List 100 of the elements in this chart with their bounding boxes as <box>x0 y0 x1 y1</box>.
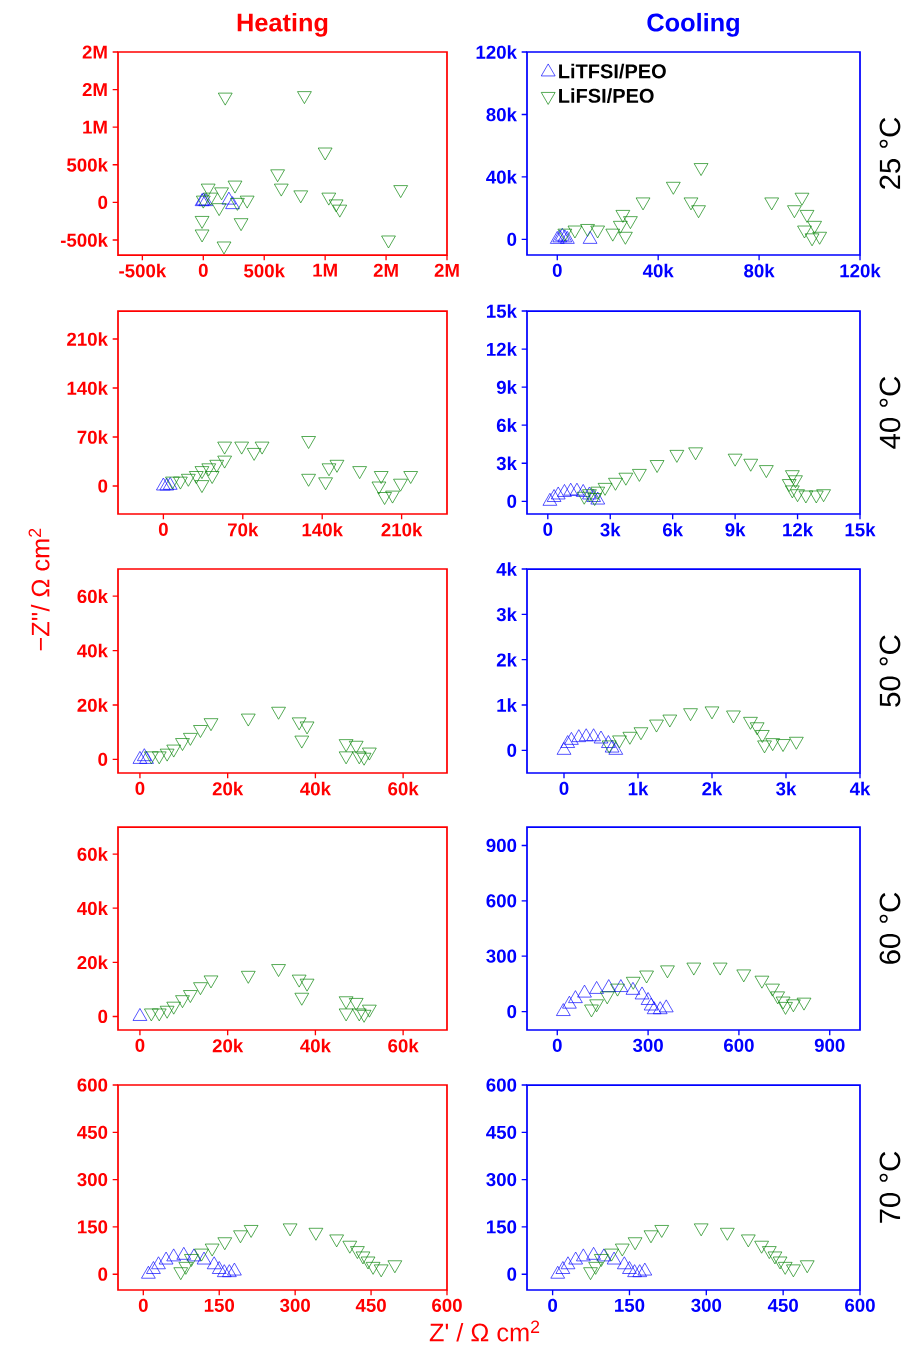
point <box>203 192 218 206</box>
x-tick-label: 3k <box>600 522 621 537</box>
y-tick-label: 40k <box>77 643 108 658</box>
x-tick-label: 600 <box>724 1038 754 1052</box>
y-tick-label: 0 <box>507 743 517 757</box>
point <box>193 982 208 996</box>
point <box>151 751 167 765</box>
point <box>294 735 310 749</box>
y-tick-label: 0 <box>98 752 108 767</box>
x-tick-label: 40k <box>642 263 674 278</box>
point <box>743 458 758 472</box>
point <box>254 441 270 455</box>
y-tick-label: 120k <box>476 45 517 59</box>
y-tick-label: 20k <box>77 698 108 712</box>
point <box>201 463 217 477</box>
point <box>194 229 210 243</box>
point <box>787 205 802 219</box>
x-tick-label: 0 <box>552 1038 562 1052</box>
point <box>209 459 224 473</box>
y-tick-label: 500k <box>66 157 108 172</box>
chart-title: Cooling <box>647 12 739 37</box>
y-tick-label: 3k <box>496 456 517 471</box>
legend-label: LiFSI/PEO <box>559 88 654 104</box>
point <box>669 450 685 463</box>
y-axis-title: −Z''/ Ω cm$^{2}$ <box>28 528 50 651</box>
point <box>270 169 285 183</box>
text: 50 °C <box>879 635 901 707</box>
point <box>181 473 196 487</box>
x-tick-label: 0 <box>135 1038 145 1052</box>
point <box>385 490 400 504</box>
point <box>321 192 337 206</box>
point <box>193 725 208 738</box>
point <box>590 225 605 239</box>
point <box>338 996 354 1010</box>
y-tick-label: 600 <box>486 1078 517 1092</box>
point <box>234 441 249 455</box>
point <box>183 990 198 1003</box>
point <box>597 483 613 496</box>
y-tick-label: 0 <box>507 1267 517 1281</box>
y-tick-label: 300 <box>486 949 517 963</box>
point <box>799 210 815 223</box>
text: 70 °C <box>879 1151 901 1223</box>
point <box>348 740 364 754</box>
point <box>623 216 638 229</box>
point <box>217 92 233 106</box>
point <box>294 992 310 1006</box>
point <box>151 1008 167 1022</box>
y-tick-label: 450 <box>77 1125 108 1139</box>
y-tick-label: 300 <box>77 1172 108 1187</box>
point <box>691 205 706 219</box>
point <box>332 204 348 218</box>
y-tick-label: 2M <box>82 45 107 59</box>
y-tick-label: 0 <box>507 232 517 246</box>
point <box>293 190 309 204</box>
point <box>291 974 307 988</box>
point <box>175 738 190 751</box>
x-tick-label: 600 <box>432 1298 462 1312</box>
point <box>299 721 315 735</box>
x-tick-label: -500k <box>119 263 167 278</box>
x-tick-label: 40k <box>300 1038 331 1053</box>
point <box>590 486 606 500</box>
x-tick-label: 0 <box>548 1298 558 1312</box>
x-tick-label: 0 <box>543 522 553 536</box>
y-tick-label: 0 <box>98 1267 108 1281</box>
point <box>812 231 827 245</box>
point <box>329 459 345 473</box>
point <box>635 197 651 211</box>
point <box>804 233 820 247</box>
x-tick-label: 150 <box>204 1298 235 1312</box>
point <box>352 466 367 479</box>
point <box>241 713 256 727</box>
point <box>683 197 699 211</box>
point <box>166 744 181 758</box>
point <box>230 198 245 211</box>
x-tick-label: 0 <box>138 1298 148 1312</box>
point <box>241 970 256 984</box>
point <box>299 978 315 992</box>
point <box>271 964 286 977</box>
point <box>618 231 633 245</box>
y-tick-label: 1k <box>497 698 517 712</box>
point <box>764 197 779 211</box>
point <box>587 493 602 506</box>
y-tick-label: 15k <box>486 304 517 318</box>
y-tick-label: 450 <box>486 1125 517 1139</box>
x-tick-label: 0 <box>158 522 168 536</box>
point <box>605 228 621 242</box>
y-tick-label: 600 <box>486 894 517 908</box>
point <box>144 1008 159 1022</box>
x-tick-label: 300 <box>691 1298 722 1312</box>
point <box>338 1008 354 1022</box>
point <box>666 181 681 195</box>
point <box>373 471 389 484</box>
point <box>200 183 216 197</box>
x-axis-title: Z' / Ω cm$^{2}$ <box>429 1320 540 1342</box>
point <box>688 447 703 461</box>
point <box>189 471 204 484</box>
y-tick-label: 600 <box>77 1078 108 1092</box>
y-tick-label: 60k <box>77 589 108 604</box>
point <box>377 492 392 505</box>
x-tick-label: 20k <box>212 781 244 796</box>
